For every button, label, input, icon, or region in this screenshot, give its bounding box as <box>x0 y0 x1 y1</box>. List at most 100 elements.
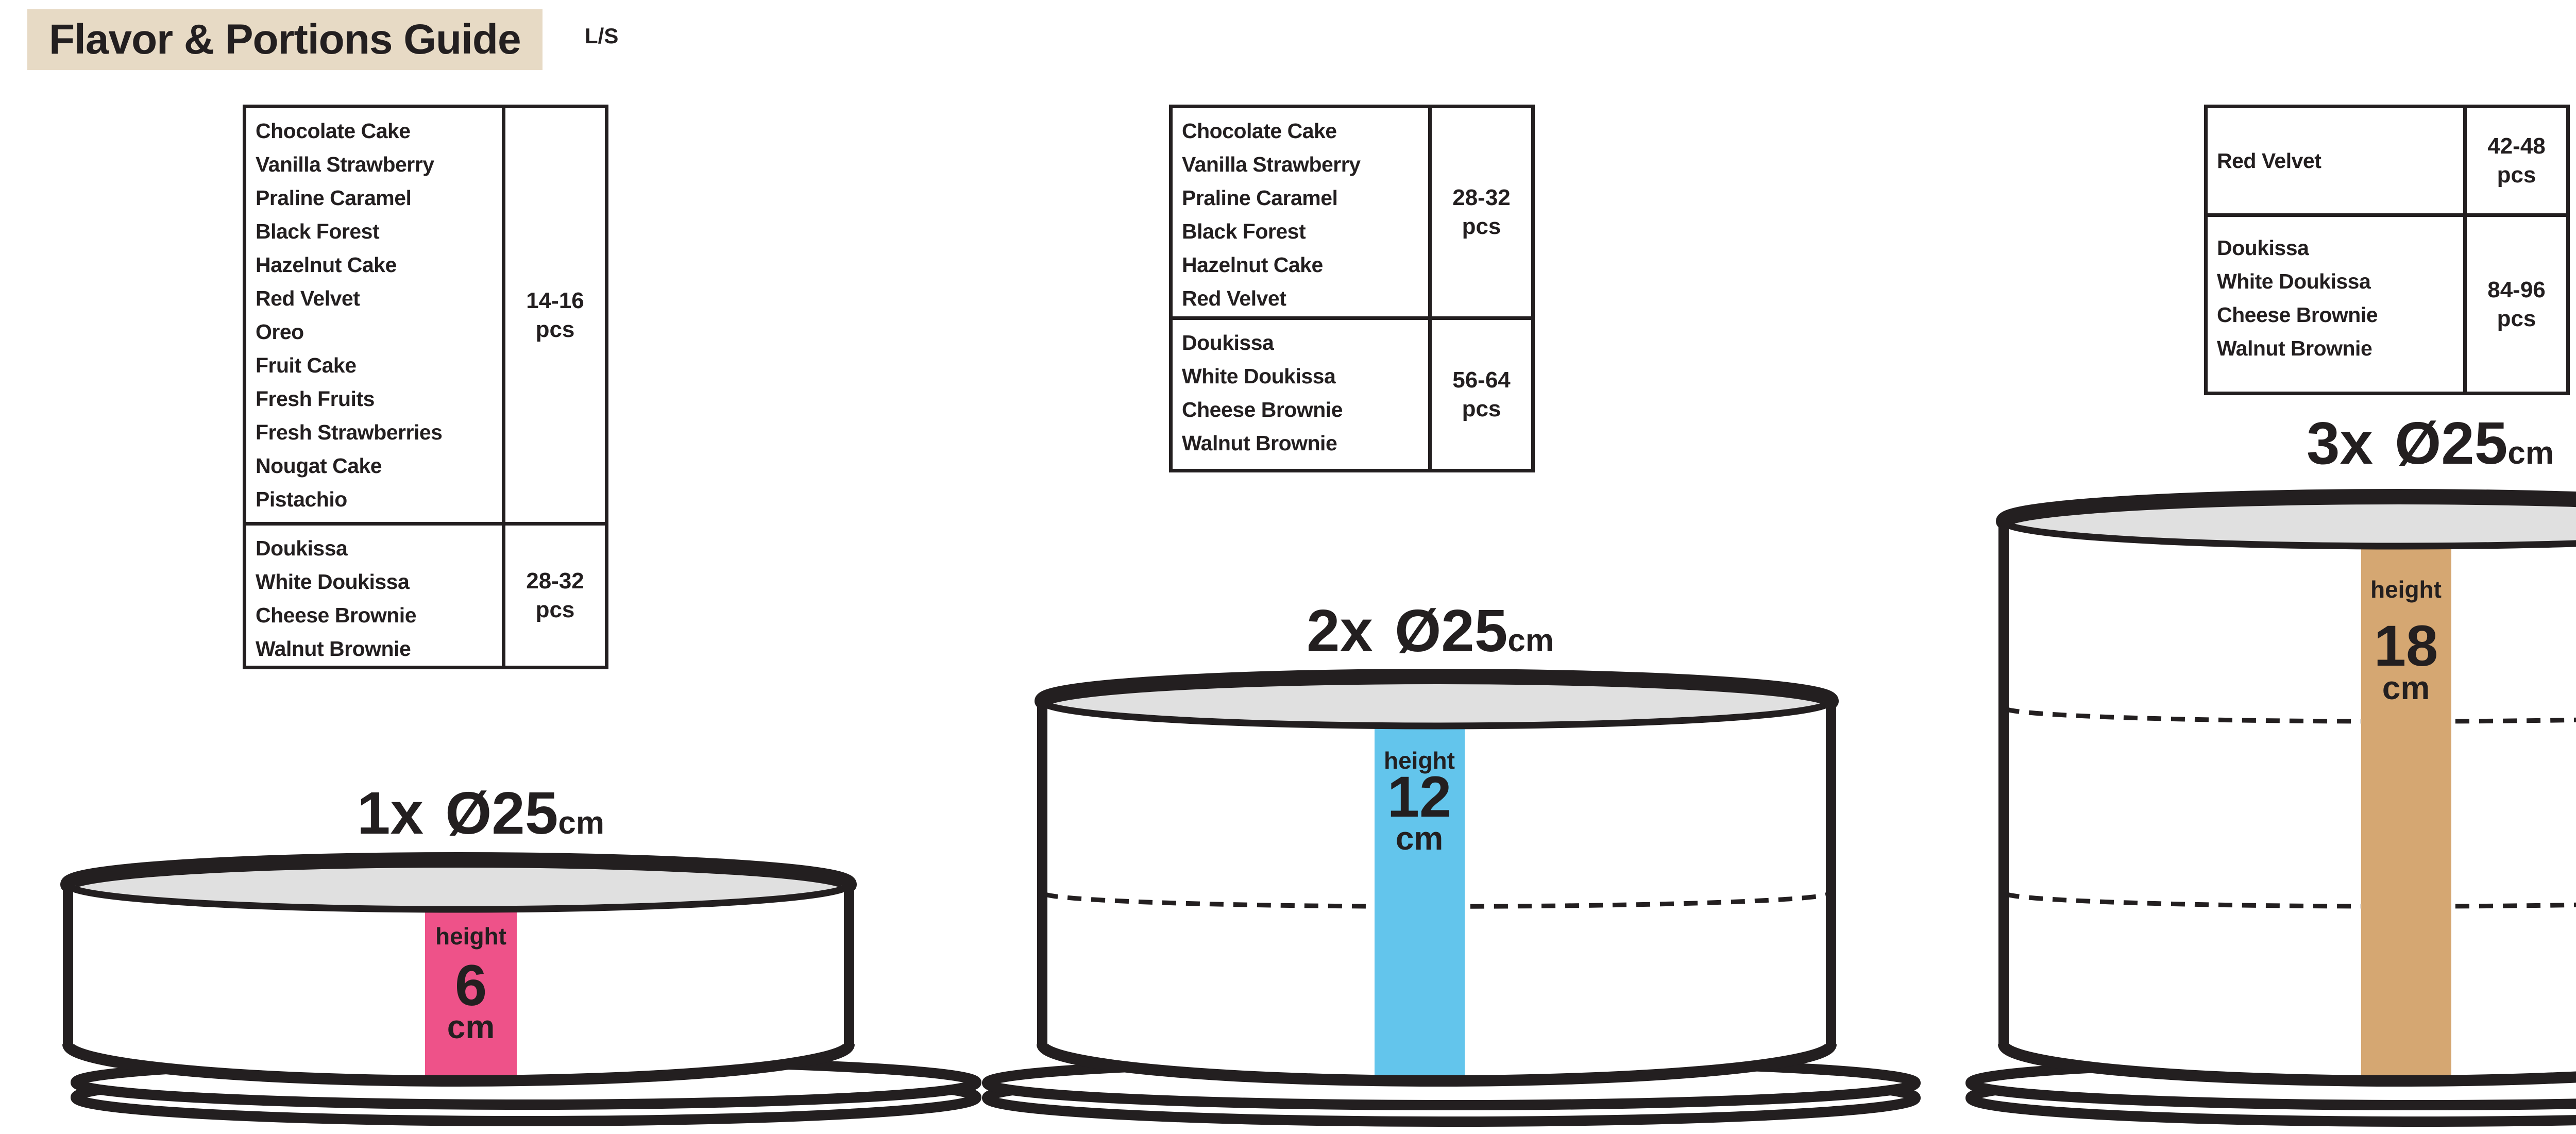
layer-divider-dashed <box>2005 706 2576 724</box>
flavor-item: Fresh Strawberries <box>256 420 443 444</box>
height-caption: height <box>435 923 506 950</box>
flavor-item: White Doukissa <box>1182 364 1336 388</box>
portions-table-1x: Chocolate Cake Vanilla Strawberry Praline … <box>243 105 608 669</box>
size-code-label: L/S <box>585 24 619 48</box>
cake-diameter: Ø25 <box>445 780 558 847</box>
portions-range: 28-32 <box>1452 185 1511 210</box>
flavor-item: Walnut Brownie <box>256 637 411 661</box>
flavor-item: Cheese Brownie <box>2217 303 2378 327</box>
flavor-item: Oreo <box>256 320 304 344</box>
portions-unit: pcs <box>1462 214 1501 239</box>
page-title-badge: Flavor & Portions Guide <box>27 9 543 70</box>
height-bar <box>2361 546 2451 1078</box>
table-section: Chocolate Cake Vanilla Strawberry Praline … <box>1173 108 1531 316</box>
cake-2-size-label: 2x Ø25cm <box>1198 601 1662 671</box>
flavor-item: Fruit Cake <box>256 353 357 377</box>
flavor-item: Red Velvet <box>1182 286 1286 310</box>
portions-range: 84-96 <box>2487 277 2546 302</box>
cake-2-figure: height 12 cm <box>982 668 1921 1127</box>
cake-top-rim <box>1035 668 1839 709</box>
flavor-list: Chocolate Cake Vanilla Strawberry Praline … <box>246 108 505 522</box>
flavor-item: Walnut Brownie <box>2217 336 2372 360</box>
flavor-item: Nougat Cake <box>256 454 382 478</box>
portions-unit: pcs <box>2497 162 2536 188</box>
flavor-item: Black Forest <box>256 219 380 243</box>
portions-table-3x: Red Velvet 42-48 pcs Doukissa White Douki… <box>2204 105 2570 395</box>
table-section: Doukissa White Doukissa Cheese Brownie Waln… <box>246 522 605 666</box>
height-value: 12 <box>1387 765 1452 829</box>
flavor-item: Chocolate Cake <box>256 119 411 143</box>
cake-diameter: Ø25 <box>1395 597 1508 664</box>
cake-diameter-unit: cm <box>558 805 604 841</box>
flavor-item: Doukissa <box>256 536 348 560</box>
height-unit: cm <box>2382 669 2430 706</box>
flavor-item: Doukissa <box>1182 331 1274 354</box>
cake-top-rim <box>60 852 857 892</box>
flavor-item: Hazelnut Cake <box>1182 253 1323 277</box>
flavor-item: Walnut Brownie <box>1182 431 1337 455</box>
flavor-list: Doukissa White Doukissa Cheese Brownie Waln… <box>1173 320 1432 469</box>
height-caption: height <box>1384 747 1455 774</box>
cake-1-figure: height 6 cm <box>60 852 981 1126</box>
cake-bottom-edge <box>1037 1043 1837 1087</box>
portions-cell: 28-32 pcs <box>505 526 605 666</box>
portions-cell: 28-32 pcs <box>1432 108 1531 316</box>
flavor-item: Doukissa <box>2217 236 2309 260</box>
cake-body <box>1998 516 2576 1086</box>
flavor-item: Vanilla Strawberry <box>256 153 434 176</box>
flavor-item: Red Velvet <box>256 286 360 310</box>
height-caption: height <box>2370 576 2442 603</box>
portions-range: 14-16 <box>526 287 584 313</box>
portions-range: 28-32 <box>526 568 584 594</box>
table-section: Doukissa White Doukissa Cheese Brownie Waln… <box>2208 213 2566 392</box>
table-section: Chocolate Cake Vanilla Strawberry Praline … <box>246 108 605 522</box>
cake-1-size-label: 1x Ø25cm <box>249 783 713 853</box>
cake-bottom-edge <box>62 1043 855 1087</box>
cake-3-size-label: 3x Ø25cm <box>2198 413 2576 483</box>
height-unit: cm <box>447 1008 495 1045</box>
portions-unit: pcs <box>535 316 575 342</box>
flavor-item: Cheese Brownie <box>1182 398 1343 421</box>
flavor-item: Cheese Brownie <box>256 603 417 627</box>
cake-diameter-unit: cm <box>2507 435 2554 471</box>
portions-unit: pcs <box>2497 306 2536 331</box>
portions-unit: pcs <box>535 597 575 622</box>
portions-cell: 84-96 pcs <box>2467 217 2566 392</box>
height-unit: cm <box>1396 820 1444 857</box>
flavor-item: Praline Caramel <box>1182 186 1338 210</box>
flavor-item: Hazelnut Cake <box>256 253 397 277</box>
portions-cell: 56-64 pcs <box>1432 320 1531 469</box>
flavor-item: Red Velvet <box>2217 148 2321 173</box>
cake-count: 3x <box>2307 410 2374 477</box>
page-title: Flavor & Portions Guide <box>49 16 521 63</box>
portions-table-2x: Chocolate Cake Vanilla Strawberry Praline … <box>1169 105 1535 472</box>
flavor-item: White Doukissa <box>256 570 410 594</box>
height-value: 18 <box>2374 614 2438 678</box>
cake-3-figure: height 18 cm <box>1965 489 2576 1127</box>
portions-range: 56-64 <box>1452 367 1511 393</box>
height-value: 6 <box>455 953 487 1018</box>
table-section: Doukissa White Doukissa Cheese Brownie Waln… <box>1173 316 1531 469</box>
flavor-item: Fresh Fruits <box>256 387 375 411</box>
portions-range: 42-48 <box>2487 133 2546 159</box>
cake-bottom-edge <box>1998 1043 2576 1087</box>
layer-divider-dashed <box>2005 891 2576 909</box>
cake-diameter-unit: cm <box>1507 623 1554 658</box>
cake-top-rim <box>1996 489 2576 529</box>
flavor-item: Praline Caramel <box>256 186 412 210</box>
height-bar <box>425 904 517 1081</box>
portions-unit: pcs <box>1462 396 1501 421</box>
flavor-item: Black Forest <box>1182 219 1306 243</box>
flavor-item: Vanilla Strawberry <box>1182 153 1361 176</box>
cake-diameter: Ø25 <box>2395 410 2508 477</box>
portions-cell: 14-16 pcs <box>505 108 605 522</box>
table-section: Red Velvet 42-48 pcs <box>2208 108 2566 213</box>
flavor-item: Chocolate Cake <box>1182 119 1337 143</box>
flavor-list: Red Velvet <box>2208 108 2467 213</box>
portions-cell: 42-48 pcs <box>2467 108 2566 213</box>
flavor-list: Doukissa White Doukissa Cheese Brownie Waln… <box>2208 217 2467 392</box>
cake-count: 1x <box>357 780 424 847</box>
flavor-item: White Doukissa <box>2217 269 2371 293</box>
flavor-list: Doukissa White Doukissa Cheese Brownie Waln… <box>246 526 505 666</box>
